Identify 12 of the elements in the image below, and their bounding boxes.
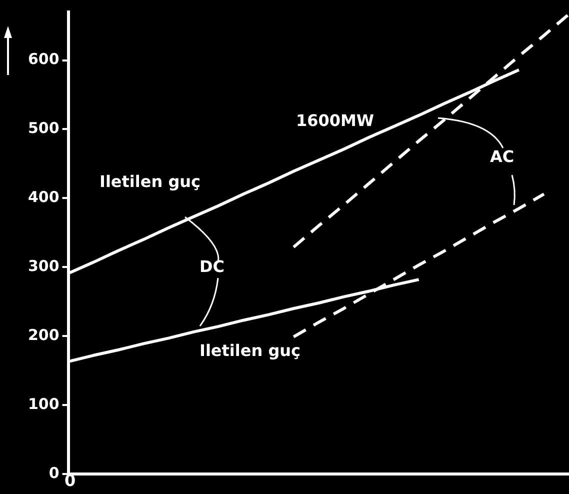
y-tick-label: 200 <box>28 326 60 344</box>
y-tick-label: 300 <box>28 257 60 276</box>
annotation: Iletilen guç <box>99 172 201 192</box>
y-tick-label: 400 <box>28 188 60 206</box>
annotation: Iletilen guç <box>199 341 301 360</box>
y-tick-label: 0 <box>48 464 60 482</box>
annotation: 1600MW <box>296 111 374 130</box>
y-tick-label: 600 <box>28 50 60 68</box>
annotation: AC <box>490 147 514 166</box>
y-tick-label: 500 <box>28 119 60 138</box>
y-tick-label: 100 <box>28 394 60 413</box>
annotation: DC <box>199 257 225 276</box>
